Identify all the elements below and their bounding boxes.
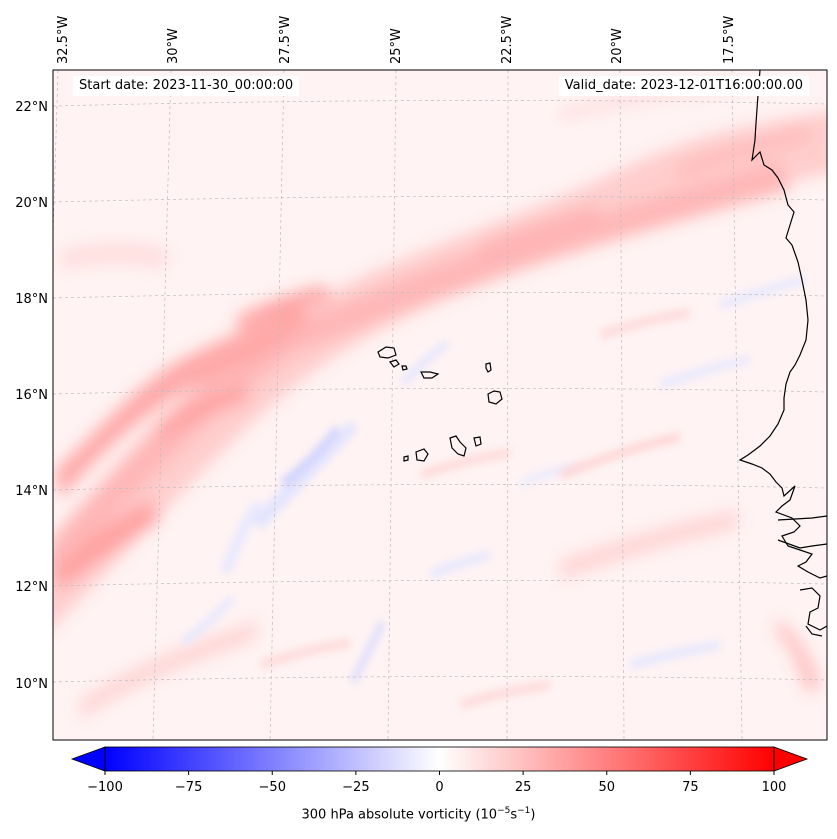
vorticity-field bbox=[53, 70, 827, 740]
colorbar-tick-label: −25 bbox=[342, 780, 369, 795]
lat-label: 12°N bbox=[15, 580, 48, 595]
lon-label: 20°W bbox=[610, 28, 625, 64]
lon-label: 22.5°W bbox=[500, 16, 515, 64]
colorbar-tick-label: −100 bbox=[87, 780, 123, 795]
start-date-label: Start date: 2023-11-30_00:00:00 bbox=[73, 76, 300, 96]
colorbar-min-arrow bbox=[70, 746, 106, 772]
colorbar-tick-label: 75 bbox=[682, 780, 699, 795]
fogo-island bbox=[415, 448, 429, 462]
lon-label: 30°W bbox=[166, 28, 181, 64]
colorbar-title-unit: s bbox=[510, 807, 518, 823]
latitude-labels: 22°N 20°N 18°N 16°N 14°N 12°N 10°N bbox=[15, 100, 48, 692]
colorbar-title: 300 hPa absolute vorticity (10−5s−1) bbox=[0, 806, 837, 822]
santo-antao-island bbox=[377, 346, 397, 359]
lon-label: 17.5°W bbox=[722, 16, 737, 64]
colorbar-tick-label: −75 bbox=[175, 780, 202, 795]
colorbar-title-exp2: −1 bbox=[517, 806, 531, 816]
colorbar-tick-label: 100 bbox=[762, 780, 787, 795]
lat-label: 18°N bbox=[15, 292, 48, 307]
sao-vicente-island bbox=[388, 359, 400, 368]
brava-island bbox=[403, 455, 409, 462]
cape-verde-islands bbox=[377, 346, 503, 462]
colorbar-title-end: ) bbox=[530, 807, 536, 823]
lon-label: 27.5°W bbox=[278, 16, 293, 64]
colorbar-tick-label: 0 bbox=[435, 780, 443, 795]
colorbar-tick-label: −50 bbox=[259, 780, 286, 795]
santa-luzia-island bbox=[401, 365, 408, 371]
colorbar-gradient bbox=[105, 747, 774, 771]
valid-date-label: Valid_date: 2023-12-01T16:00:00.00 bbox=[558, 76, 809, 96]
colorbar-max-arrow bbox=[773, 746, 809, 772]
lat-label: 20°N bbox=[15, 196, 48, 211]
colorbar-title-text: 300 hPa absolute vorticity (10 bbox=[301, 807, 498, 823]
sal-island bbox=[485, 362, 492, 373]
lat-label: 10°N bbox=[15, 677, 48, 692]
longitude-labels: 32.5°W 30°W 27.5°W 25°W 22.5°W 20°W 17.5… bbox=[56, 16, 737, 64]
lon-label: 25°W bbox=[389, 28, 404, 64]
colorbar-title-exp1: −5 bbox=[497, 806, 511, 816]
boa-vista-island bbox=[487, 390, 503, 405]
santiago-island bbox=[449, 435, 467, 457]
lon-label: 32.5°W bbox=[56, 16, 71, 64]
africa-coastline bbox=[738, 70, 827, 579]
colorbar-tick-label: 25 bbox=[515, 780, 532, 795]
map-area[interactable] bbox=[38, 69, 837, 741]
colorbar: −100 −75 −50 −25 0 25 50 75 100 bbox=[70, 746, 809, 795]
map-frame bbox=[52, 69, 828, 741]
colorbar-tick-label: 50 bbox=[598, 780, 615, 795]
maio-island bbox=[473, 436, 482, 447]
lat-label: 22°N bbox=[15, 100, 48, 115]
sao-nicolau-island bbox=[420, 371, 440, 379]
lat-label: 16°N bbox=[15, 388, 48, 403]
lat-label: 14°N bbox=[15, 484, 48, 499]
gridlines bbox=[53, 70, 827, 740]
